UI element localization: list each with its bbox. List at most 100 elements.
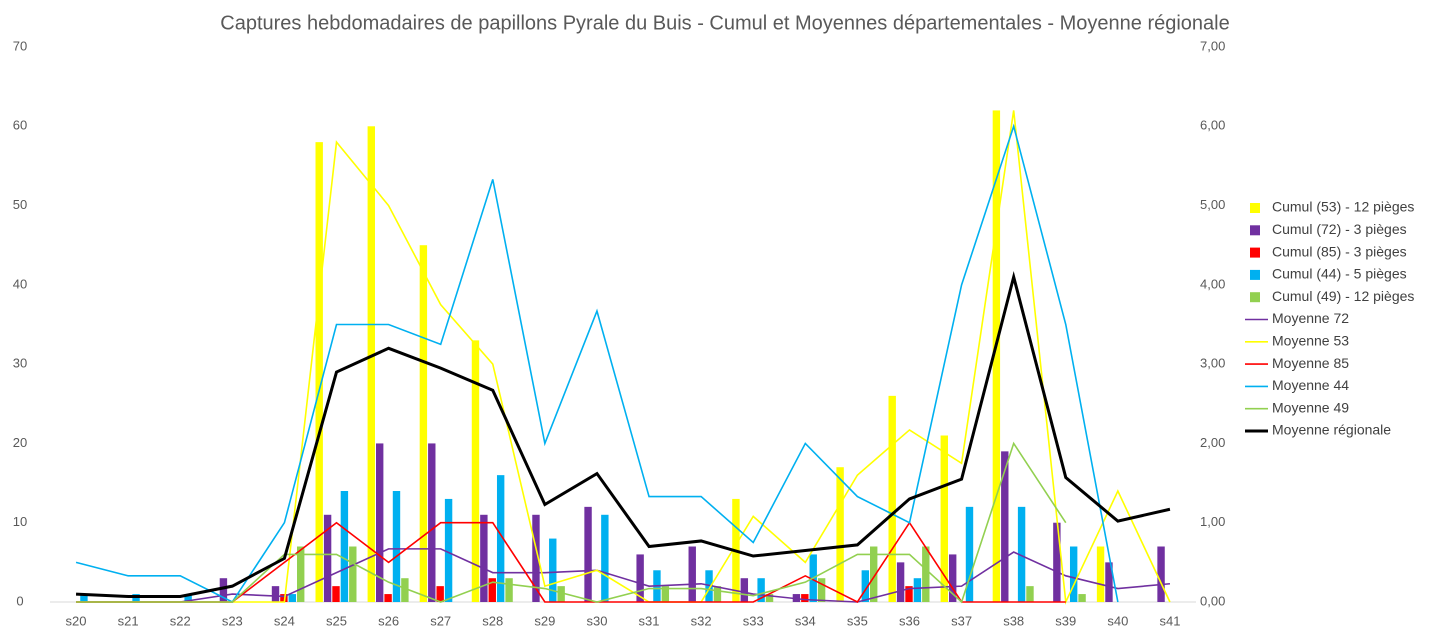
legend-swatch [1250,225,1260,236]
x-tick-label: s34 [795,613,816,628]
bar [401,578,409,602]
x-tick-label: s23 [222,613,243,628]
bar [905,586,913,602]
bar [713,586,722,602]
x-tick-label: s38 [1003,613,1024,628]
legend-swatch [1250,247,1260,258]
legend-label: Moyenne régionale [1272,422,1391,438]
bar [532,514,540,602]
bar [801,594,809,602]
x-tick-label: s25 [326,613,347,628]
y-tick-label: 0 [16,593,23,608]
y2-tick-label: 7,00 [1200,38,1225,53]
bar [392,491,401,602]
y-tick-label: 70 [13,38,27,53]
bar [375,443,384,602]
legend-swatch [1250,269,1260,280]
legend-label: Cumul (53) - 12 pièges [1272,199,1414,215]
chart-title: Captures hebdomadaires de papillons Pyra… [220,12,1229,34]
bar [601,514,609,602]
x-tick-label: s22 [170,613,191,628]
bar [323,514,332,602]
legend-label: Cumul (85) - 3 pièges [1272,243,1407,259]
y-tick-label: 10 [13,514,27,529]
y-tick-label: 40 [13,276,27,291]
bar [436,586,444,602]
bar [297,546,305,602]
legend-label: Moyenne 72 [1272,310,1349,326]
bar [332,586,340,602]
y2-tick-label: 3,00 [1200,356,1225,371]
bar [861,570,870,602]
y2-tick-label: 5,00 [1200,197,1225,212]
bar [367,126,375,603]
bar [817,578,826,602]
bar [922,546,930,602]
line [76,441,1067,604]
legend-swatch [1250,292,1260,303]
bar [688,546,696,602]
bar [419,245,428,602]
bar [557,586,565,602]
y2-tick-label: 2,00 [1200,435,1225,450]
bar [636,554,644,602]
bar [340,491,349,602]
bar [549,538,557,602]
bar [428,443,436,602]
x-tick-label: s28 [482,613,503,628]
bar [384,594,392,602]
bar [184,594,192,602]
bar [480,514,488,602]
bar [661,586,670,602]
bar [888,395,896,602]
bar [219,578,228,602]
x-tick-label: s37 [951,613,972,628]
y-tick-label: 30 [13,356,27,371]
x-tick-label: s29 [534,613,555,628]
bar [913,578,922,602]
bar [349,546,357,602]
legend-label: Moyenne 53 [1272,333,1349,349]
bar [1157,546,1165,602]
bar [1096,546,1105,602]
bar [132,594,140,602]
bar [1069,546,1078,602]
legend-label: Cumul (49) - 12 pièges [1272,288,1414,304]
y-tick-label: 50 [13,197,27,212]
bar [488,578,496,602]
legend-label: Moyenne 44 [1272,377,1349,393]
x-tick-label: s41 [1159,613,1180,628]
y2-tick-label: 1,00 [1200,514,1225,529]
bar [315,142,323,602]
bar [444,498,453,602]
x-tick-label: s39 [1055,613,1076,628]
line [76,548,1171,603]
bar [505,578,513,602]
bar [992,110,1001,602]
bar [948,554,957,602]
y-tick-label: 20 [13,435,27,450]
bar [870,546,878,602]
bar [1078,594,1086,602]
legend-label: Cumul (72) - 3 pièges [1272,221,1407,237]
line [75,270,1171,598]
y2-tick-label: 6,00 [1200,118,1225,133]
x-tick-label: s24 [274,613,295,628]
line [76,110,1171,605]
bar [288,594,297,602]
bar [836,467,844,602]
bar [940,435,948,602]
x-tick-label: s30 [586,613,607,628]
x-tick-label: s40 [1107,613,1128,628]
x-tick-label: s35 [847,613,868,628]
x-tick-label: s32 [691,613,712,628]
y2-tick-label: 0,00 [1200,593,1225,608]
bar [471,340,480,602]
x-tick-label: s33 [743,613,764,628]
bar [765,594,774,602]
bar [271,586,280,602]
x-tick-label: s36 [899,613,920,628]
bar [757,578,765,602]
